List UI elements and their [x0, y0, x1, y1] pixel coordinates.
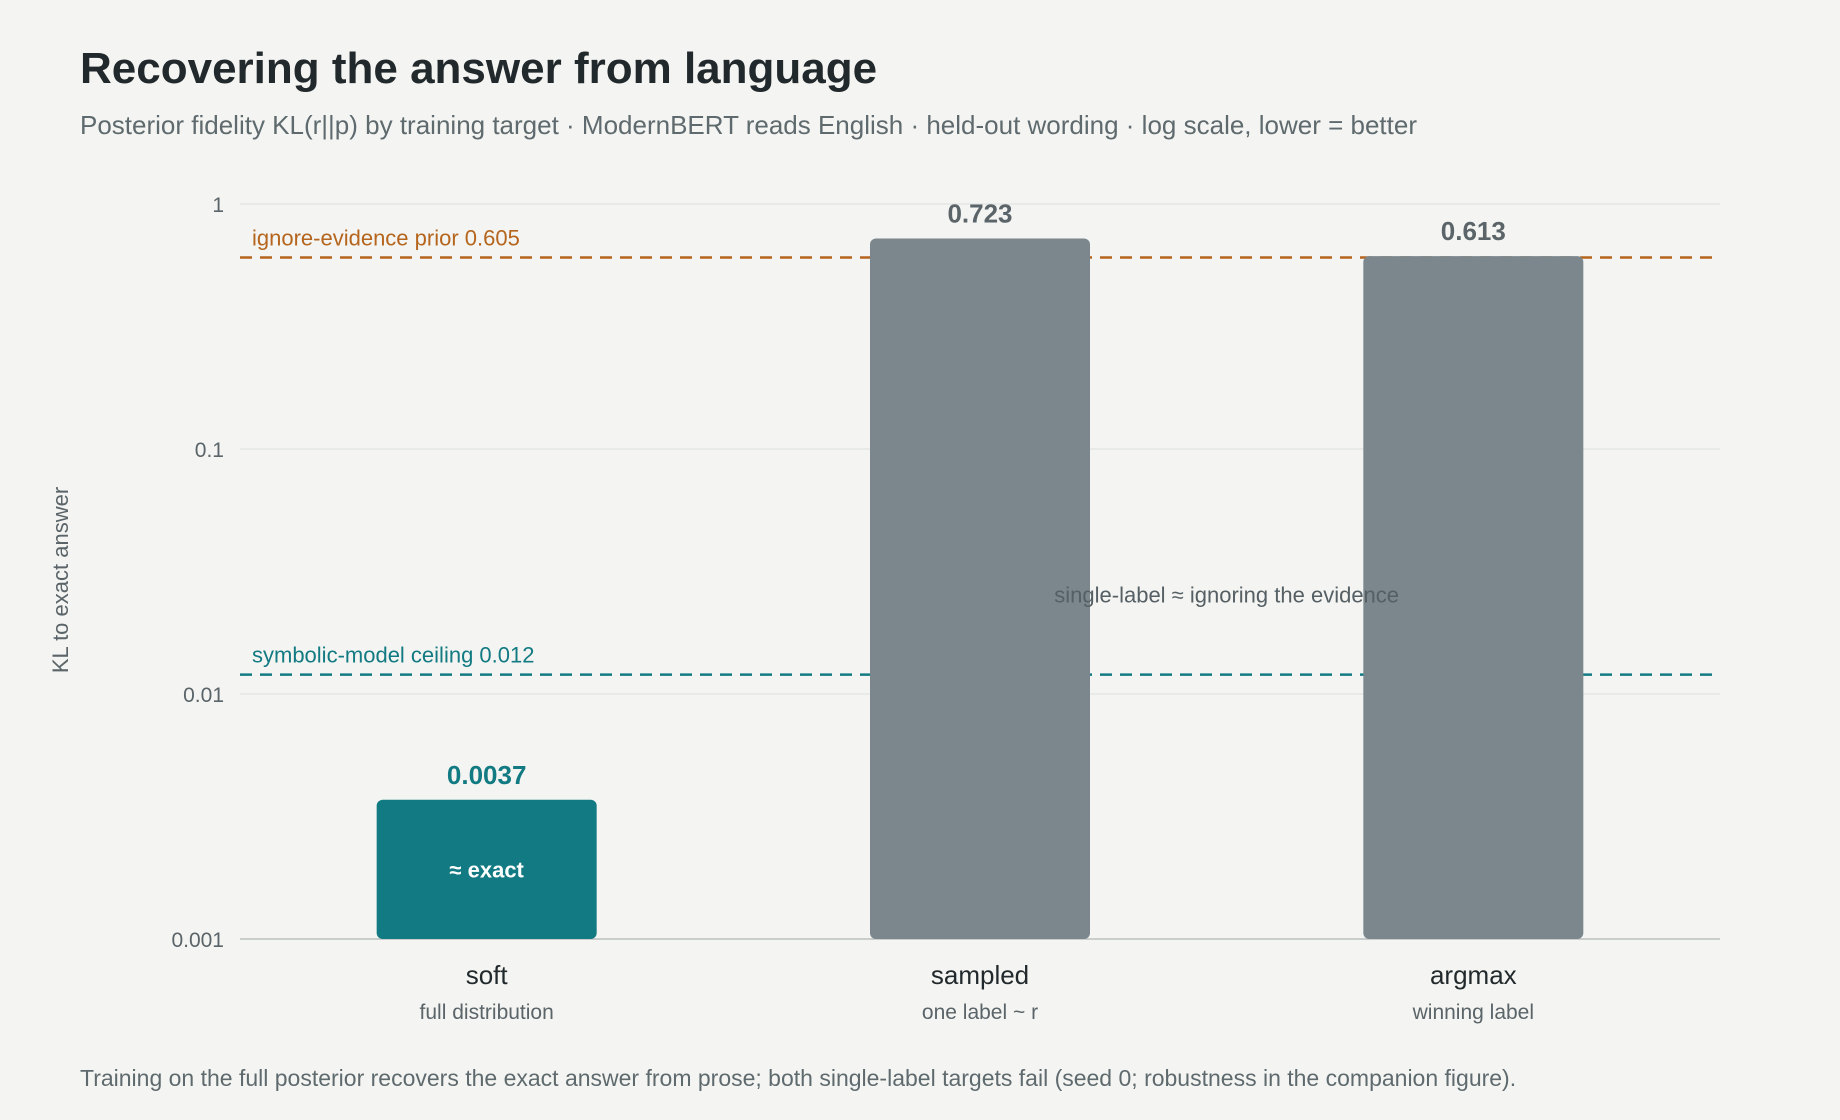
x-tick-label: argmax [1430, 960, 1517, 990]
reference-line-label: symbolic-model ceiling 0.012 [252, 643, 534, 668]
bar-argmax [1363, 256, 1584, 940]
bar-soft [376, 799, 597, 939]
x-tick-sublabel: full distribution [420, 1001, 554, 1024]
y-tick-label: 0.1 [195, 439, 224, 462]
y-tick-label: 0.001 [171, 929, 224, 952]
annotation-label: single-label ≈ ignoring the evidence [1054, 582, 1399, 607]
page-title: Recovering the answer from language [80, 44, 878, 93]
x-tick-label: sampled [931, 960, 1029, 990]
bar-inner-label: ≈ exact [449, 857, 524, 882]
x-tick-sublabel: winning label [1412, 1001, 1534, 1024]
y-axis-label: KL to exact answer [48, 487, 73, 673]
footnote: Training on the full posterior recovers … [80, 1065, 1517, 1091]
x-tick-sublabel: one label ~ r [922, 1001, 1038, 1024]
x-tick-label: soft [466, 960, 509, 990]
bar-value-label: 0.0037 [447, 760, 527, 790]
bar-value-label: 0.613 [1441, 216, 1506, 246]
bar-sampled [870, 238, 1090, 940]
bar-value-label: 0.723 [947, 199, 1012, 229]
y-tick-label: 0.01 [183, 684, 224, 707]
page-subtitle: Posterior fidelity KL(r||p) by training … [80, 110, 1417, 140]
reference-line-label: ignore-evidence prior 0.605 [252, 225, 520, 250]
y-tick-label: 1 [212, 194, 224, 217]
